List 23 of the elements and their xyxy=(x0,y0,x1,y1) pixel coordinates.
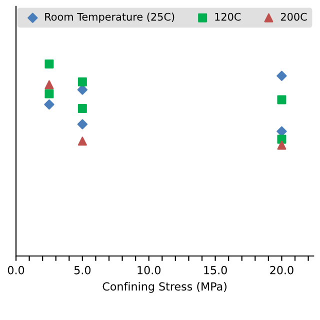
point xyxy=(276,126,287,136)
legend-label: 200C xyxy=(280,12,307,21)
point xyxy=(44,89,54,98)
point xyxy=(44,99,54,110)
legend-label: Room Temperature (25C) xyxy=(45,12,174,23)
point xyxy=(78,77,87,86)
legend-label: 120C xyxy=(215,12,241,21)
x-tick-label: 5.0 xyxy=(74,266,91,274)
point xyxy=(277,95,286,104)
point xyxy=(277,134,286,144)
x-tick-label: 15.0 xyxy=(204,266,227,274)
point xyxy=(44,80,54,90)
x-tick-label: 0.0 xyxy=(8,266,24,274)
point xyxy=(78,104,87,114)
point xyxy=(276,70,287,81)
point xyxy=(44,60,54,68)
x-tick-label: 10.0 xyxy=(138,266,160,274)
point xyxy=(77,119,88,130)
point xyxy=(77,84,88,95)
x-tick-label: 20.0 xyxy=(270,266,294,274)
point xyxy=(277,140,286,150)
x-axis-title: Confining Stress (MPa) xyxy=(102,282,226,293)
point xyxy=(78,136,87,146)
